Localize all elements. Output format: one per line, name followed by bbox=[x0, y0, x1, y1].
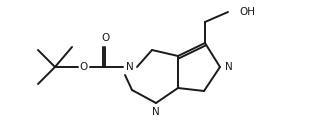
Text: OH: OH bbox=[239, 7, 255, 17]
Text: O: O bbox=[80, 62, 88, 72]
Text: N: N bbox=[225, 62, 233, 72]
Text: N: N bbox=[152, 107, 160, 117]
Text: O: O bbox=[101, 33, 109, 43]
Text: N: N bbox=[126, 62, 134, 72]
